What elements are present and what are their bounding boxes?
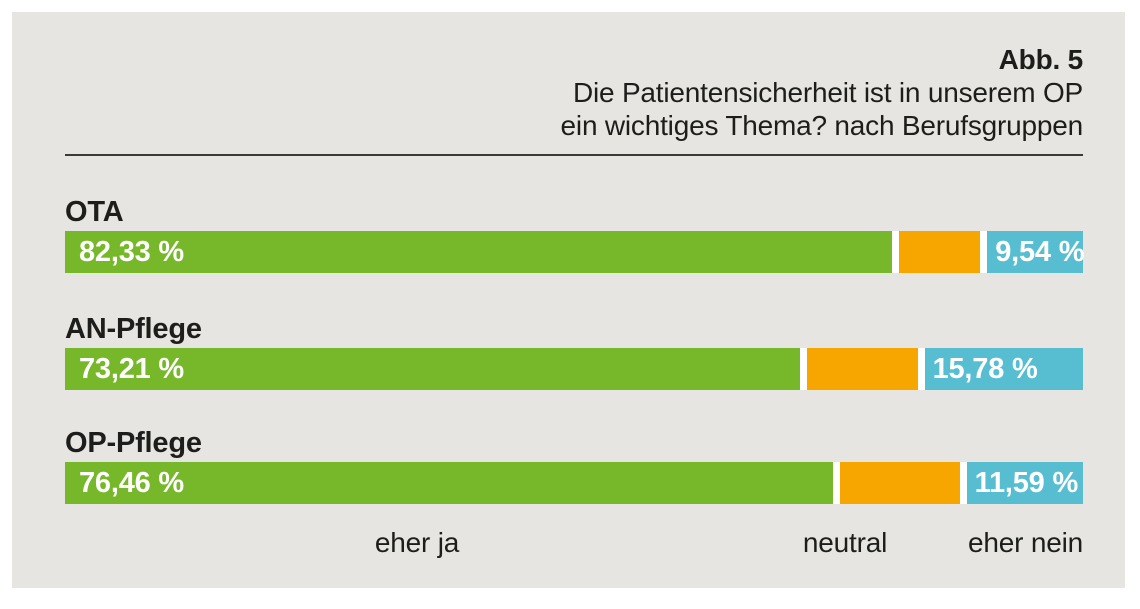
bar-segment-eher-nein: 15,78 % — [924, 348, 1084, 390]
bar-segment-neutral — [898, 231, 981, 273]
value-label-eher-nein: 11,59 % — [974, 466, 1079, 499]
bar-segment-neutral — [839, 462, 960, 504]
chart-title-line-1: Die Patientensicherheit ist in unserem O… — [572, 77, 1083, 108]
category-label: AN-Pflege — [65, 313, 202, 345]
value-label-eher-nein: 15,78 % — [932, 352, 1038, 385]
bar-segment-eher-ja: 76,46 % — [65, 462, 833, 504]
axis-label-row: eher ja neutral eher nein — [65, 526, 1083, 560]
bar-group-ota: OTA 82,33 % 9,54 % — [65, 196, 1085, 273]
chart-panel: Abb. 5 Die Patientensicherheit ist in un… — [12, 12, 1125, 588]
category-label: OP-Pflege — [65, 427, 202, 459]
axis-label-eher-ja: eher ja — [374, 527, 460, 558]
chart-title-line-2: ein wichtiges Thema? nach Berufsgruppen — [560, 110, 1084, 141]
category-label: OTA — [65, 196, 124, 228]
figure-number: Abb. 5 — [998, 44, 1084, 75]
bar-segment-neutral — [807, 348, 918, 390]
value-label-eher-ja: 82,33 % — [79, 235, 185, 268]
title-divider — [65, 154, 1083, 156]
value-label-eher-ja: 76,46 % — [79, 466, 185, 499]
chart-content: Abb. 5 Die Patientensicherheit ist in un… — [65, 12, 1085, 560]
bar-group-an-pflege: AN-Pflege 73,21 % 15,78 % — [65, 313, 1084, 390]
bar-segment-eher-nein: 9,54 % — [987, 231, 1085, 273]
axis-label-eher-nein: eher nein — [968, 527, 1083, 558]
value-label-eher-nein: 9,54 % — [995, 235, 1085, 268]
bar-segment-eher-ja: 73,21 % — [65, 348, 801, 390]
stacked-bar-op-pflege: 76,46 % 11,59 % — [65, 462, 1083, 504]
title-block: Abb. 5 Die Patientensicherheit ist in un… — [65, 12, 1084, 142]
value-label-eher-ja: 73,21 % — [79, 352, 185, 385]
stacked-bar-an-pflege: 73,21 % 15,78 % — [65, 348, 1084, 390]
bar-segment-eher-nein: 11,59 % — [966, 462, 1083, 504]
axis-label-neutral: neutral — [802, 527, 888, 558]
bar-group-op-pflege: OP-Pflege 76,46 % 11,59 % — [65, 428, 1083, 504]
stacked-bar-ota: 82,33 % 9,54 % — [65, 231, 1085, 273]
bar-segment-eher-ja: 82,33 % — [65, 231, 892, 273]
